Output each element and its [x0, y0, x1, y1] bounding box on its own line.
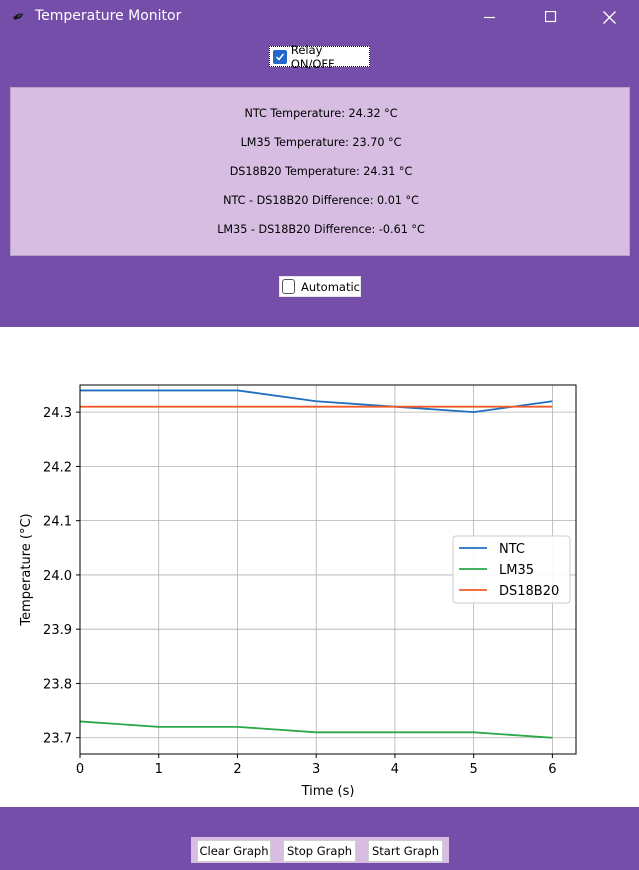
y-tick-label: 24.0	[43, 569, 72, 584]
y-tick-label: 24.3	[43, 406, 72, 421]
minimize-button[interactable]	[467, 0, 513, 34]
x-tick-label: 2	[233, 762, 241, 777]
maximize-button[interactable]	[528, 0, 574, 34]
lm35-ds18b20-difference: LM35 - DS18B20 Difference: -0.61 °C	[217, 223, 425, 236]
x-tick-label: 5	[470, 762, 478, 777]
graph-controls: Clear Graph Stop Graph Start Graph	[0, 807, 639, 870]
y-tick-label: 24.2	[43, 460, 72, 475]
ds18b20-reading: DS18B20 Temperature: 24.31 °C	[229, 165, 413, 178]
x-tick-label: 3	[312, 762, 320, 777]
checkbox-unchecked-icon	[282, 279, 296, 294]
clear-graph-button[interactable]: Clear Graph	[197, 840, 271, 862]
title-bar[interactable]: ✒ Temperature Monitor	[0, 0, 639, 34]
readings-panel: NTC Temperature: 24.32 °C LM35 Temperatu…	[10, 87, 630, 256]
chart-area: 0 1 2 3 4 5 6 23.7 23.8 23.9 24.0 24.1 24.2 24.3 Time …	[0, 327, 639, 807]
checkbox-checked-icon	[273, 49, 287, 64]
legend-label-lm35: LM35	[499, 563, 534, 578]
y-axis-label: Temperature (°C)	[19, 513, 34, 626]
ntc-reading: NTC Temperature: 24.32 °C	[244, 107, 398, 120]
legend-box	[452, 535, 571, 604]
stop-graph-button[interactable]: Stop Graph	[283, 840, 356, 862]
legend-label-ds18b20: DS18B20	[499, 584, 559, 599]
plot-frame	[79, 384, 577, 755]
close-icon	[602, 10, 616, 24]
x-tick-label: 4	[391, 762, 399, 777]
y-tick-label: 23.7	[43, 732, 72, 747]
y-tick-label: 24.1	[43, 515, 72, 530]
window-title: Temperature Monitor	[35, 8, 182, 24]
x-axis-label: Time (s)	[301, 784, 355, 799]
temperature-chart: 0 1 2 3 4 5 6 23.7 23.8 23.9 24.0 24.1 24.2 24.3 Time …	[19, 384, 577, 799]
maximize-icon	[545, 11, 557, 23]
automatic-checkbox[interactable]: Automatic	[279, 276, 361, 297]
x-tick-label: 6	[548, 762, 556, 777]
ntc-ds18b20-difference: NTC - DS18B20 Difference: 0.01 °C	[223, 194, 419, 207]
lm35-reading: LM35 Temperature: 23.70 °C	[240, 136, 402, 149]
start-graph-button[interactable]: Start Graph	[368, 840, 443, 862]
y-tick-label: 23.9	[43, 623, 72, 638]
relay-checkbox-label: Relay ON/OFF	[290, 42, 335, 71]
series-line-ntc	[80, 389, 553, 414]
x-tick-label: 1	[155, 762, 163, 777]
relay-checkbox[interactable]: Relay ON/OFF	[269, 43, 370, 71]
minimize-icon	[484, 16, 495, 19]
automatic-checkbox-label: Automatic	[301, 279, 360, 294]
legend-label-ntc: NTC	[499, 542, 525, 557]
close-button[interactable]	[586, 0, 632, 34]
series-line-lm35	[79, 720, 553, 739]
y-tick-label: 23.8	[43, 677, 72, 692]
x-tick-label: 0	[76, 762, 84, 777]
feather-icon: ✒	[8, 5, 29, 28]
